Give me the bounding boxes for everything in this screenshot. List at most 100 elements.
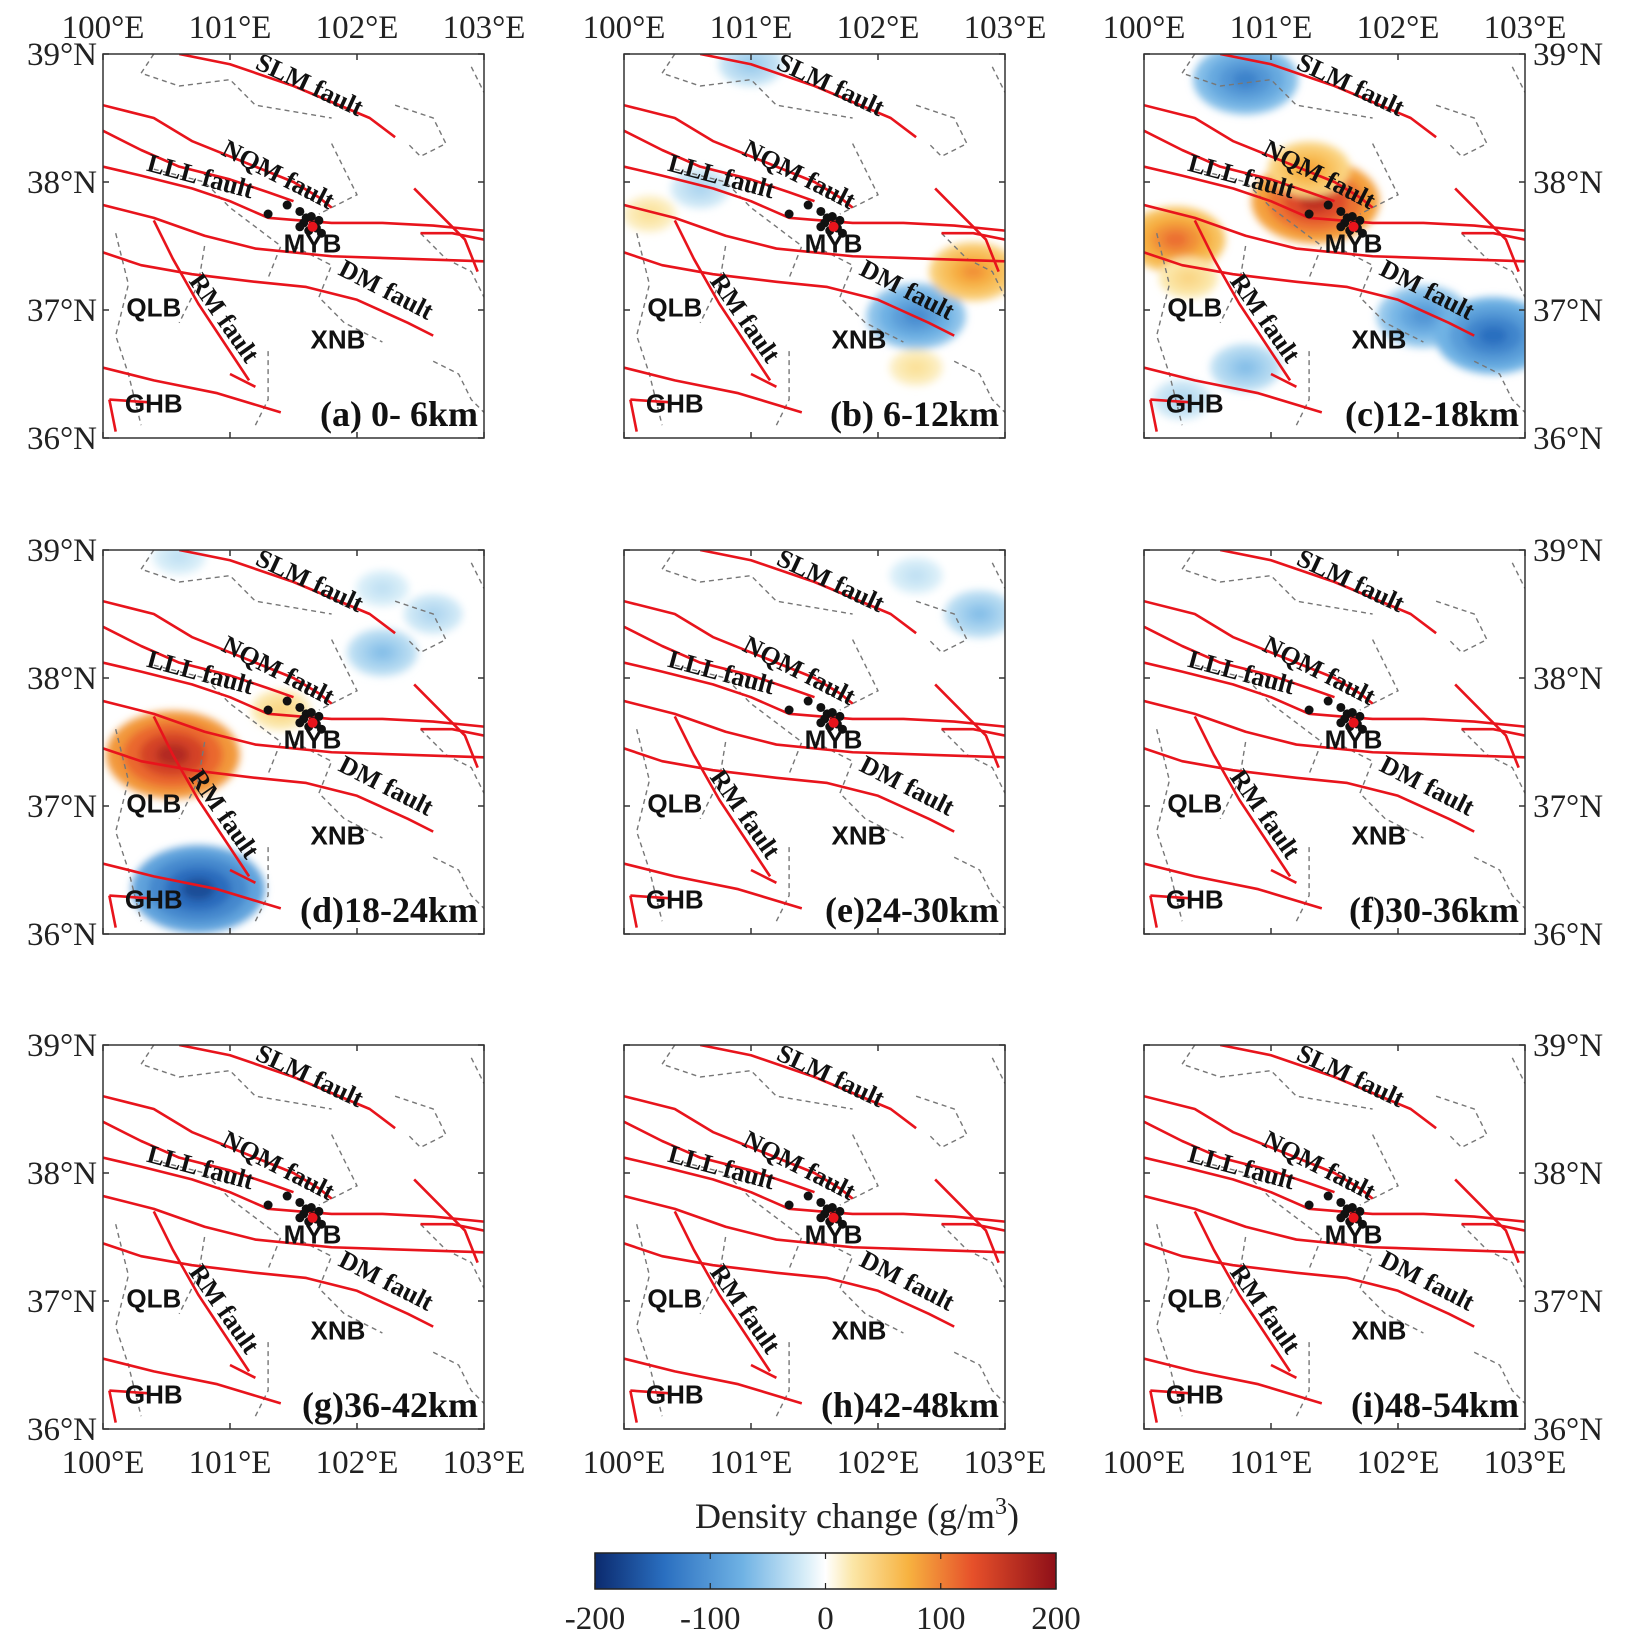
fault-traces bbox=[624, 1045, 1005, 1423]
contour-line bbox=[1461, 232, 1525, 298]
station-dot bbox=[803, 200, 813, 210]
station-dot bbox=[1355, 711, 1365, 721]
x-tick-label: 100°E bbox=[583, 10, 666, 46]
y-tick-label: 39°N bbox=[27, 533, 97, 569]
basin-label: QLB bbox=[126, 292, 181, 322]
axis-ticks bbox=[102, 549, 485, 935]
station-dot bbox=[816, 702, 826, 712]
fault-line bbox=[699, 550, 917, 635]
panel-label: (b) 6-12km bbox=[830, 394, 999, 434]
station-dot bbox=[1323, 1191, 1333, 1201]
x-tick-label: 103°E bbox=[1484, 1445, 1567, 1481]
contour-line bbox=[1334, 245, 1424, 343]
basin-label: GHB bbox=[1166, 884, 1224, 914]
contour-line bbox=[1435, 104, 1488, 158]
density-anomaly bbox=[970, 608, 989, 620]
y-tick-label: 39°N bbox=[27, 37, 97, 73]
contour-line bbox=[394, 104, 447, 158]
contour-line bbox=[1181, 1045, 1373, 1110]
density-anomaly bbox=[172, 551, 186, 562]
fault-line bbox=[624, 129, 815, 203]
fault-line bbox=[1144, 366, 1323, 414]
fault-line bbox=[1219, 1045, 1437, 1130]
station-dot bbox=[282, 1191, 292, 1201]
x-tick-label: 101°E bbox=[1230, 10, 1313, 46]
contours bbox=[114, 1045, 484, 1417]
density-anomaly bbox=[1163, 231, 1189, 248]
fault-line bbox=[624, 1194, 1005, 1254]
x-tick-label: 103°E bbox=[443, 10, 526, 46]
station-dot bbox=[306, 1203, 316, 1213]
contour-line bbox=[953, 856, 1005, 909]
contour-line bbox=[1435, 600, 1488, 654]
basin-label: XNB bbox=[310, 1315, 365, 1345]
station-dot bbox=[314, 711, 324, 721]
seismic-stations bbox=[784, 696, 847, 734]
contour-line bbox=[293, 741, 383, 839]
x-tick-label: 100°E bbox=[1103, 10, 1186, 46]
fault-line bbox=[934, 1178, 1000, 1264]
fault-line bbox=[1144, 129, 1335, 203]
station-dot bbox=[282, 200, 292, 210]
contour-line bbox=[915, 104, 968, 158]
fault-line bbox=[673, 1210, 772, 1373]
fault-line bbox=[1219, 550, 1437, 635]
fault-line bbox=[420, 727, 484, 737]
epicenter-dot bbox=[307, 717, 318, 728]
fault-line bbox=[673, 715, 772, 878]
seismic-stations bbox=[1304, 200, 1367, 238]
x-tick-label: 102°E bbox=[837, 10, 920, 46]
station-dot bbox=[1357, 724, 1367, 734]
contour-line bbox=[114, 233, 142, 426]
fault-line bbox=[624, 165, 1005, 232]
contour-line bbox=[1334, 741, 1424, 839]
basin-label: QLB bbox=[1167, 788, 1222, 818]
y-tick-label: 38°N bbox=[1533, 1156, 1603, 1192]
contour-line bbox=[470, 562, 484, 589]
y-tick-label: 37°N bbox=[1533, 1284, 1603, 1320]
contour-line bbox=[394, 1095, 447, 1149]
panel-frame bbox=[102, 53, 485, 439]
contour-line bbox=[432, 1351, 484, 1404]
fault-line bbox=[103, 103, 333, 209]
fault-line bbox=[109, 894, 148, 900]
fault-line bbox=[152, 219, 251, 382]
fault-line bbox=[1150, 894, 1189, 900]
contour-line bbox=[661, 54, 853, 119]
fault-line bbox=[624, 747, 955, 833]
contour-line bbox=[420, 1223, 484, 1289]
station-dot bbox=[306, 708, 316, 718]
station-dot bbox=[784, 705, 794, 715]
station-dot bbox=[827, 708, 837, 718]
station-dot bbox=[316, 724, 326, 734]
fault-line bbox=[1144, 1242, 1475, 1328]
station-dot bbox=[1323, 696, 1333, 706]
y-tick-label: 38°N bbox=[27, 1156, 97, 1192]
epicenter-dot bbox=[828, 221, 839, 232]
fault-line bbox=[941, 231, 1005, 241]
contour-line bbox=[941, 232, 1005, 298]
panel-frame bbox=[623, 549, 1006, 935]
panel-frame bbox=[1143, 1044, 1526, 1430]
panel-label: (h)42-48km bbox=[821, 1385, 999, 1425]
basin-label: GHB bbox=[1166, 388, 1224, 418]
station-dot bbox=[306, 212, 316, 222]
x-tick-label: 102°E bbox=[1357, 10, 1440, 46]
fault-line bbox=[1150, 1389, 1189, 1395]
contour-line bbox=[1219, 245, 1247, 324]
y-tick-label: 38°N bbox=[27, 661, 97, 697]
contour-line bbox=[254, 1339, 269, 1417]
x-tick-label: 103°E bbox=[443, 1445, 526, 1481]
contour-line bbox=[941, 728, 1005, 794]
fault-line bbox=[1454, 683, 1520, 769]
contour-line bbox=[1295, 1339, 1310, 1417]
panel-label: (a) 0- 6km bbox=[320, 394, 478, 434]
contours bbox=[1155, 550, 1525, 922]
basin-label: XNB bbox=[1351, 820, 1406, 850]
y-tick-label: 39°N bbox=[1533, 533, 1603, 569]
station-dot bbox=[827, 212, 837, 222]
seismic-stations bbox=[263, 1191, 326, 1229]
axis-ticks bbox=[1143, 53, 1526, 439]
x-tick-label: 102°E bbox=[316, 10, 399, 46]
